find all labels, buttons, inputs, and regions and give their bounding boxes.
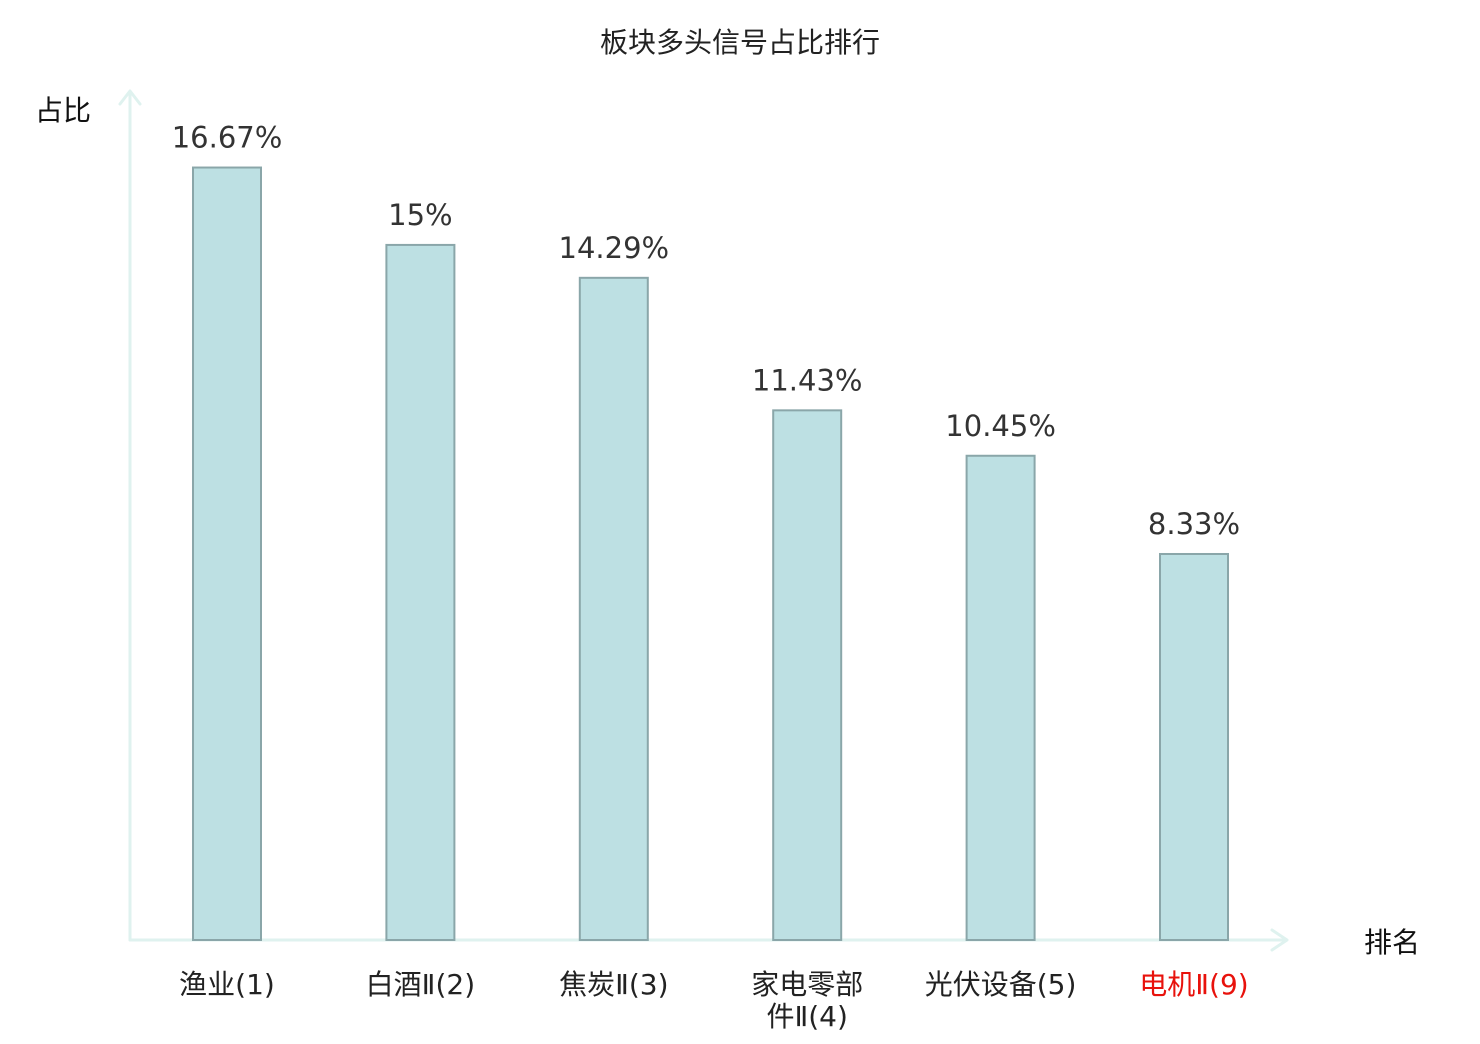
bar xyxy=(385,243,456,941)
x-axis-arrow xyxy=(1270,928,1289,952)
x-tick-label: 电机Ⅱ(9) xyxy=(1139,968,1248,1001)
y-axis-title: 占比 xyxy=(35,94,91,127)
chart-title: 板块多头信号占比排行 xyxy=(600,26,880,59)
x-tick-label: 件Ⅱ(4) xyxy=(766,1000,847,1033)
bar-value-label: 10.45% xyxy=(945,409,1056,443)
bar xyxy=(1159,552,1229,941)
x-tick-label: 家电零部 xyxy=(751,968,863,1001)
bar-value-label: 15% xyxy=(388,198,452,232)
bar-value-label: 16.67% xyxy=(172,121,283,155)
bar xyxy=(965,454,1036,941)
x-axis-title: 排名 xyxy=(1364,926,1420,959)
bars-layer: 16.67% 渔业(1) 15% 白酒Ⅱ(2) 14.29% 焦炭Ⅱ(3) 11.43% 家电… xyxy=(172,121,1249,1033)
bar-value-label: 8.33% xyxy=(1148,507,1240,541)
y-axis-arrow xyxy=(118,89,142,106)
bar xyxy=(772,409,843,941)
bar xyxy=(578,276,649,941)
bar-value-label: 11.43% xyxy=(752,363,863,397)
x-tick-label: 光伏设备(5) xyxy=(925,968,1077,1001)
bar-value-label: 14.29% xyxy=(559,231,670,265)
bar xyxy=(192,166,262,942)
x-tick-label: 渔业(1) xyxy=(179,968,275,1001)
x-tick-label: 白酒Ⅱ(2) xyxy=(366,968,475,1001)
x-tick-label: 焦炭Ⅱ(3) xyxy=(559,968,668,1001)
